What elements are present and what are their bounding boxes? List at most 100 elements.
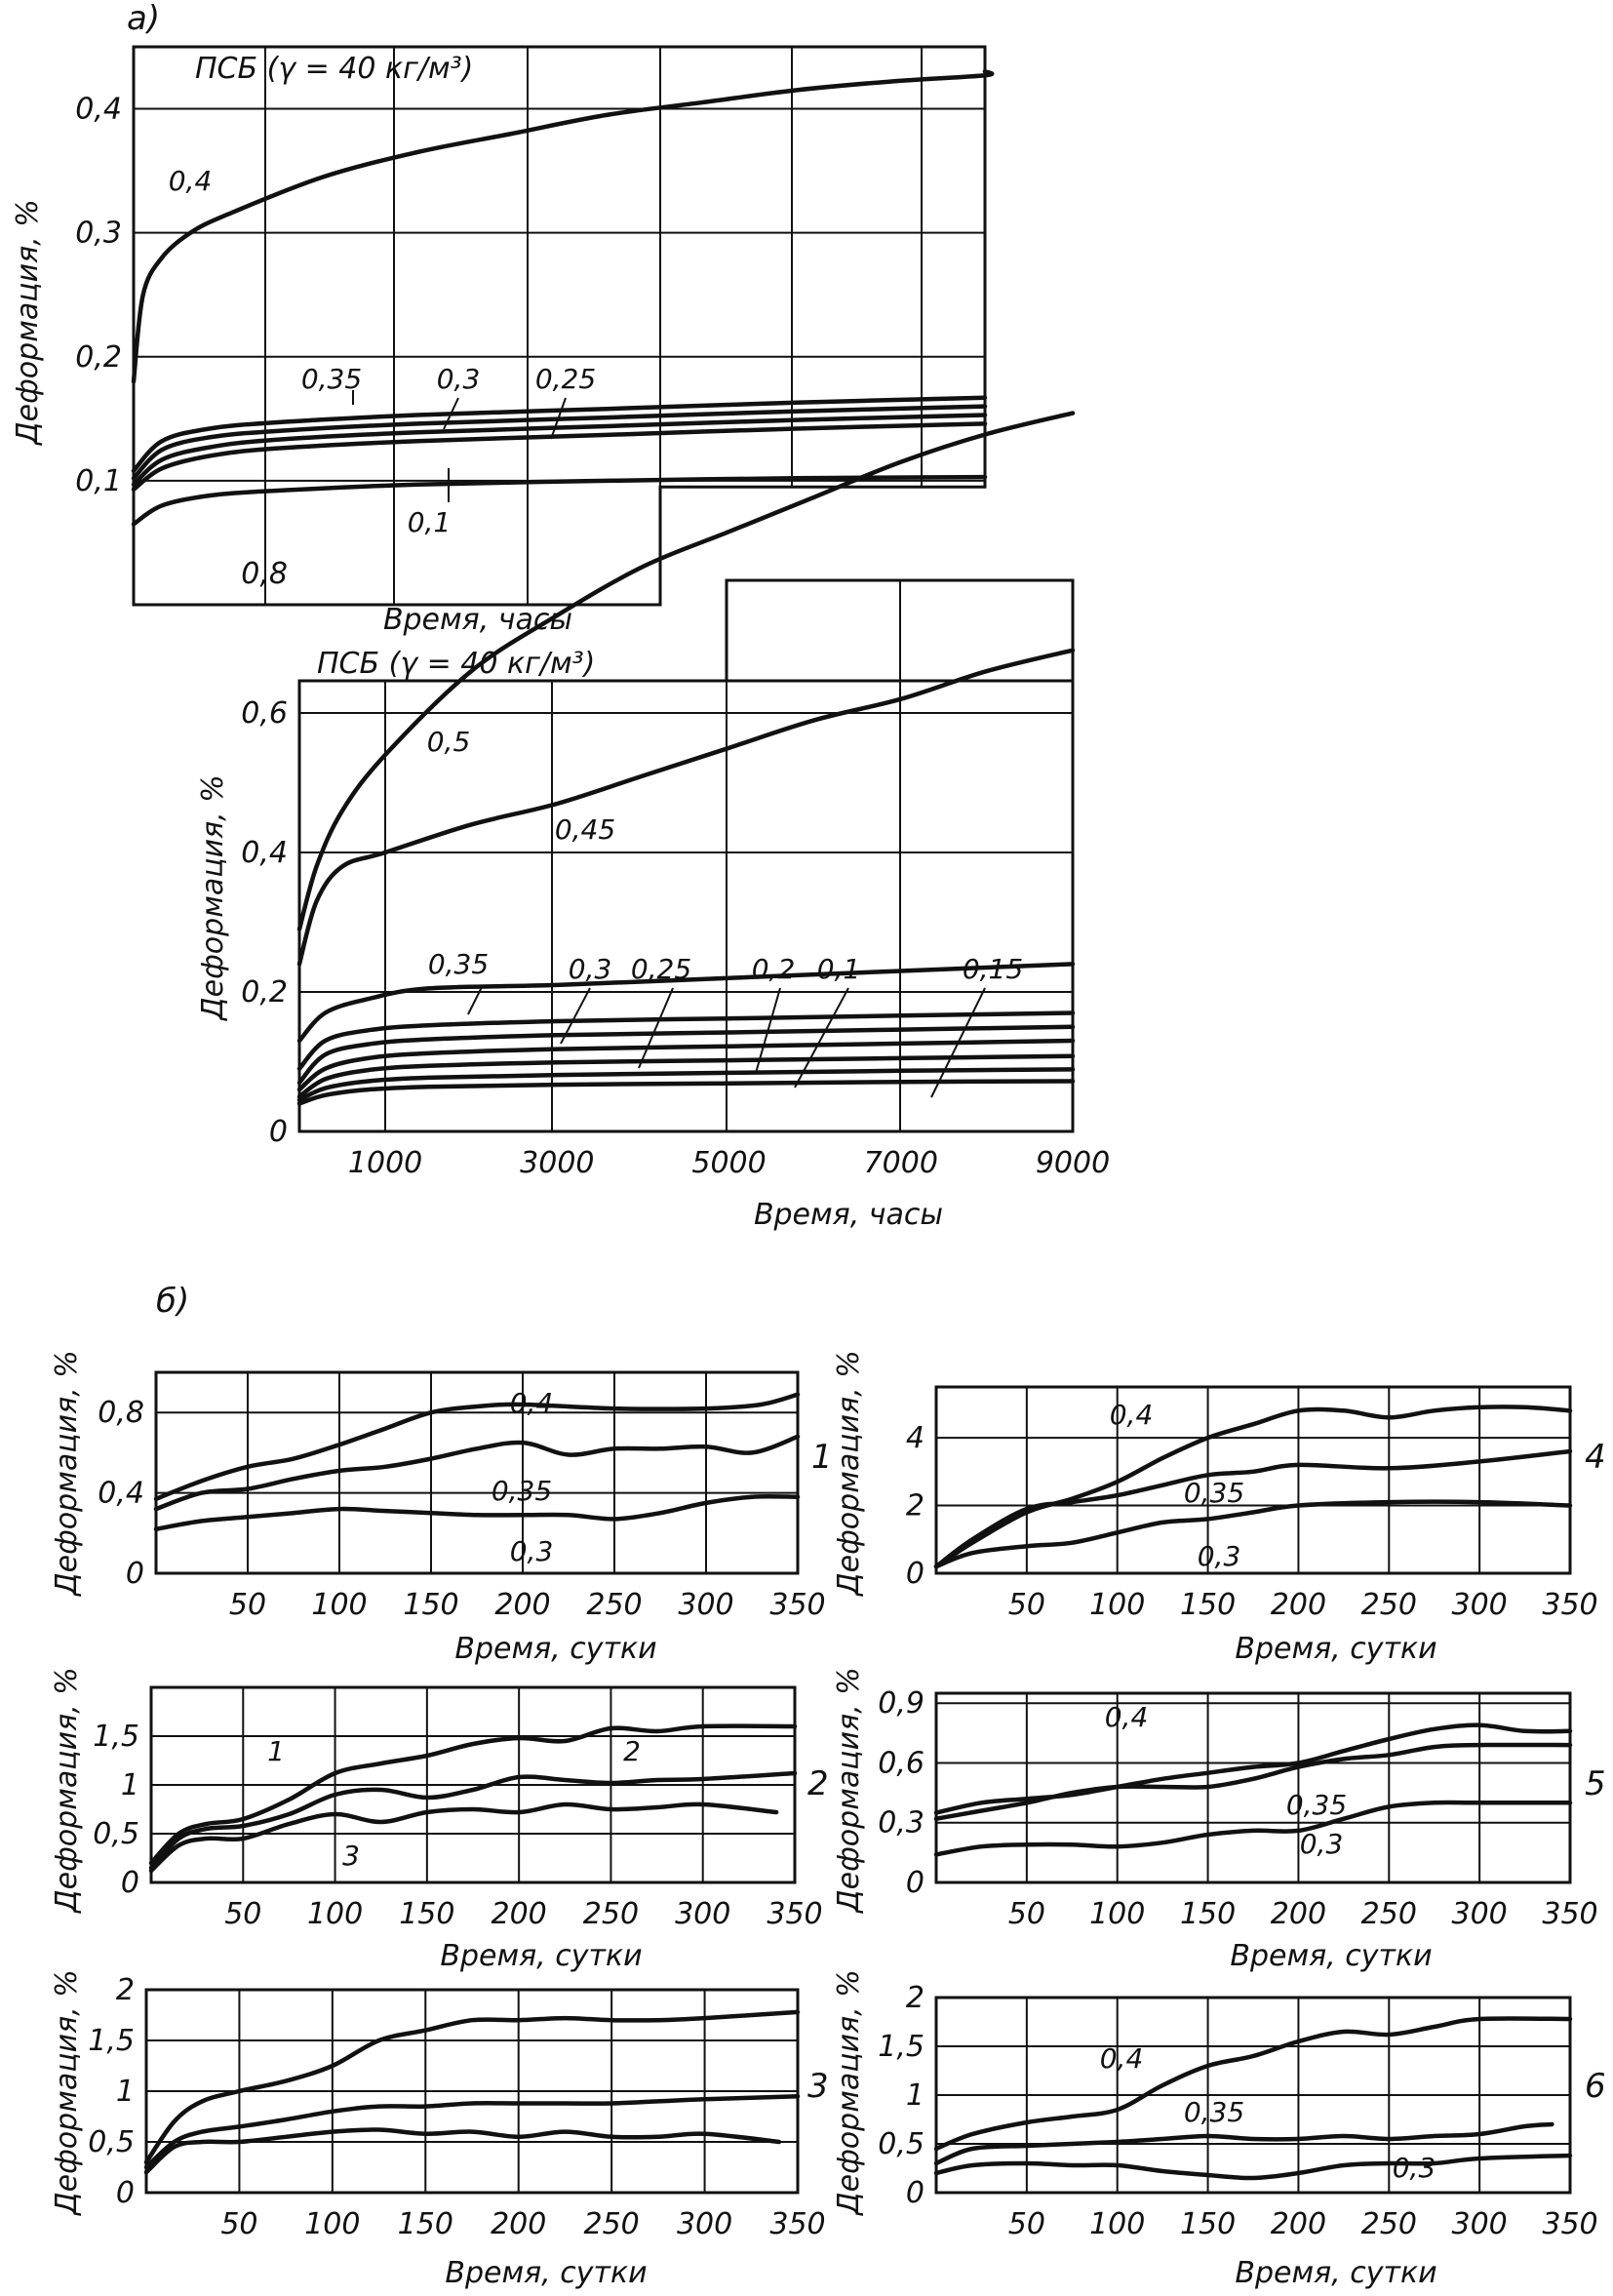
series-line <box>153 1392 801 1502</box>
y-axis-label: Деформация, % <box>196 774 230 1022</box>
y-tick-label: 0,3 <box>878 1806 925 1841</box>
y-tick-label: 0 <box>121 1866 139 1900</box>
x-axis-label: Время, часы <box>754 1198 943 1232</box>
x-tick-label: 100 <box>1089 1588 1145 1622</box>
series-line <box>131 421 988 493</box>
y-tick-label: 0,4 <box>241 836 288 870</box>
series-line <box>933 2153 1573 2181</box>
series-label: 0,3 <box>510 1535 554 1567</box>
x-tick-label: 300 <box>1452 2207 1508 2241</box>
label-leader <box>443 397 459 430</box>
series-label: 0,3 <box>1300 1828 1344 1860</box>
y-tick-label: 0 <box>126 1557 144 1591</box>
series-label: 0,1 <box>817 953 861 985</box>
y-tick-label: 1,5 <box>93 1720 139 1754</box>
series-label: 0,35 <box>492 1475 552 1507</box>
series-line <box>148 1770 798 1871</box>
y-axis-label: Деформация, % <box>11 199 45 447</box>
x-tick-label: 200 <box>494 1588 550 1622</box>
part-b-label: б) <box>156 1282 189 1321</box>
series-line <box>153 1494 801 1531</box>
x-tick-label: 200 <box>1271 1897 1326 1931</box>
x-tick-label: 7000 <box>864 1146 938 1180</box>
plot-frame <box>132 45 987 607</box>
y-tick-label: 2 <box>906 1981 925 2015</box>
x-tick-label: 100 <box>1089 1897 1145 1931</box>
series-label: 0,45 <box>555 813 615 846</box>
y-tick-label: 4 <box>906 1421 925 1455</box>
series-line <box>131 395 988 473</box>
x-tick-label: 300 <box>675 1897 730 1931</box>
panel-number: 4 <box>1585 1438 1606 1477</box>
chart-a2: 0 0,2 0,4 0,6 0,8 1000 3000 5000 7000 9000 Время, … <box>196 411 1110 1232</box>
series-label: 0,25 <box>535 363 596 395</box>
series-label: 0,3 <box>437 363 481 395</box>
series-line <box>296 1024 1076 1086</box>
x-tick-label: 3000 <box>520 1146 594 1180</box>
x-axis-label: Время, сутки <box>445 2256 647 2290</box>
series-line <box>296 1038 1076 1092</box>
x-tick-label: 300 <box>1452 1897 1508 1931</box>
x-tick-label: 100 <box>1089 2207 1145 2241</box>
y-tick-label: 0,3 <box>75 217 122 251</box>
series-line <box>131 474 988 527</box>
chart-b4: 0 2 4 50 100 150 200 250 300 350 Время, сутки Дефор… <box>832 1350 1606 1666</box>
x-tick-label: 250 <box>584 2207 640 2241</box>
series-line <box>296 962 1076 1044</box>
plot-frame <box>154 1370 800 1575</box>
chart-title: ПСБ (γ = 40 кг/м³) <box>317 647 595 681</box>
y-tick-label: 1 <box>121 1768 139 1802</box>
series-line <box>148 1723 798 1866</box>
y-tick-label: 0,8 <box>98 1396 144 1430</box>
x-tick-label: 250 <box>1361 1897 1417 1931</box>
y-tick-label: 0 <box>906 1866 925 1900</box>
x-tick-label: 200 <box>492 1897 547 1931</box>
series-line <box>296 648 1076 967</box>
x-tick-label: 100 <box>311 1588 367 1622</box>
x-tick-label: 250 <box>583 1897 639 1931</box>
series-label: 0,4 <box>1105 1701 1149 1733</box>
series-label: 0,35 <box>301 363 362 395</box>
y-tick-label: 0,8 <box>241 557 288 591</box>
series-label: 0,1 <box>408 506 452 538</box>
label-leader <box>638 987 674 1069</box>
y-tick-label: 0,1 <box>75 464 122 498</box>
series-label: 1 <box>267 1735 285 1767</box>
series-line <box>131 68 995 384</box>
series-line <box>933 1742 1573 1821</box>
y-tick-label: 0,6 <box>241 696 288 731</box>
series-label: 0,5 <box>427 726 471 758</box>
y-tick-label: 0 <box>906 1557 925 1591</box>
y-tick-label: 1 <box>116 2075 135 2109</box>
x-tick-label: 100 <box>307 1897 363 1931</box>
panel-number: 6 <box>1585 2067 1606 2106</box>
chart-a1: 0,1 0,2 0,3 0,4 Время, часы Деформация, % ПСБ … <box>11 45 995 637</box>
x-axis-label: Время, сутки <box>454 1632 656 1666</box>
panel-number: 1 <box>811 1438 833 1477</box>
charts-group: 0,1 0,2 0,3 0,4 Время, часы Деформация, % ПСБ … <box>11 45 1606 2290</box>
x-axis-label: Время, сутки <box>1235 1632 1436 1666</box>
x-tick-label: 150 <box>1180 1588 1236 1622</box>
x-tick-label: 350 <box>769 1588 825 1622</box>
x-tick-label: 200 <box>491 2207 546 2241</box>
y-tick-label: 0,4 <box>75 93 122 127</box>
x-tick-label: 150 <box>1180 2207 1236 2241</box>
x-tick-label: 350 <box>1542 2207 1597 2241</box>
y-tick-label: 0,5 <box>93 1817 139 1851</box>
x-axis-label: Время, сутки <box>440 1939 642 1973</box>
label-leader <box>467 984 484 1015</box>
chart-title: ПСБ (γ = 40 кг/м³) <box>195 52 473 86</box>
series-line <box>296 411 1076 931</box>
panel-number: 5 <box>1585 1764 1606 1803</box>
chart-b5: 0 0,3 0,6 0,9 50 100 150 200 250 300 350 Время, сут… <box>832 1667 1606 1973</box>
series-line <box>153 1434 801 1512</box>
x-tick-label: 1000 <box>348 1146 422 1180</box>
part-a-label: а) <box>127 0 160 38</box>
chart-b1: 0 0,4 0,8 50 100 150 200 250 300 350 Время, сутки Д… <box>50 1350 833 1666</box>
y-tick-label: 0,6 <box>878 1746 925 1780</box>
x-tick-label: 350 <box>767 1897 822 1931</box>
series-line <box>933 1405 1573 1569</box>
series-line <box>143 2093 801 2170</box>
x-tick-label: 9000 <box>1036 1146 1110 1180</box>
y-tick-label: 0 <box>906 2176 925 2210</box>
